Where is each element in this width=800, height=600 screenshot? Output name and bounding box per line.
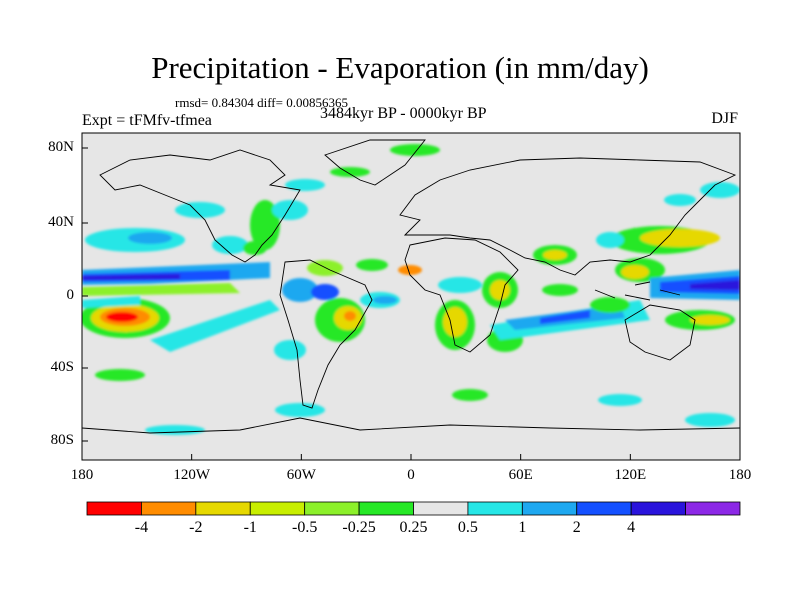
x-tick-label: 0	[407, 467, 415, 483]
colorbar-label: -0.5	[291, 519, 318, 536]
field-patch	[438, 277, 482, 293]
field-patch	[330, 167, 370, 177]
colorbar-label: -0.25	[342, 519, 376, 536]
colorbar-swatch	[304, 501, 360, 516]
y-tick-label: 0	[66, 287, 75, 303]
field-patch	[373, 296, 397, 304]
field-patch	[274, 340, 306, 360]
field-patch	[128, 232, 172, 244]
field-patch	[398, 265, 422, 275]
colorbar-swatch	[86, 501, 142, 516]
field-patch	[590, 297, 630, 313]
field-patch	[82, 283, 240, 296]
field-patch	[452, 389, 488, 401]
colorbar-swatch	[685, 501, 741, 516]
colorbar-swatch	[521, 501, 578, 516]
period-label: 3484kyr BP - 0000kyr BP	[320, 105, 487, 122]
colorbar-swatch	[413, 501, 469, 516]
colorbar-label: -1	[243, 519, 257, 536]
colorbar-swatch	[630, 501, 686, 516]
field-patch	[690, 315, 730, 325]
field-patch	[542, 284, 578, 296]
field-patch	[145, 425, 205, 435]
x-tick-label: 120E	[614, 467, 647, 483]
field-patch	[282, 278, 318, 302]
y-tick-label: 40N	[48, 214, 74, 230]
colorbar-label: 4	[627, 519, 636, 536]
field-patch	[95, 369, 145, 381]
map-area	[82, 133, 740, 460]
field-patch	[543, 250, 567, 260]
field-patch	[443, 307, 467, 337]
experiment-label: Expt = tFMfv-tfmea	[82, 112, 212, 129]
colorbar-label: 1	[518, 519, 527, 536]
axis-ticks	[81, 147, 741, 460]
field-patch	[621, 265, 649, 279]
colorbar-swatch	[358, 501, 414, 516]
coastline-australia	[624, 304, 696, 361]
x-tick-label: 180	[70, 467, 94, 483]
colorbar-swatch	[249, 501, 306, 516]
season-label: DJF	[711, 110, 738, 127]
field-patch	[356, 259, 388, 271]
field-patch	[390, 144, 440, 156]
field-patch	[540, 310, 590, 324]
coastline-africa	[404, 237, 519, 353]
field-patch	[275, 403, 325, 417]
colorbar-swatch	[141, 501, 197, 516]
colorbar-swatch	[576, 501, 632, 516]
colorbar-label: 0.25	[399, 519, 428, 536]
x-tick-label: 120W	[173, 467, 210, 483]
y-tick-label: 40S	[50, 359, 74, 375]
field-patch	[175, 202, 225, 218]
field-patch	[344, 311, 356, 321]
colorbar-swatch	[467, 501, 523, 516]
field-patch	[272, 200, 308, 220]
field-patch	[150, 300, 280, 352]
field-patch	[82, 274, 180, 280]
field-patch	[106, 312, 138, 322]
field-patch	[700, 182, 740, 198]
y-tick-label: 80N	[48, 139, 74, 155]
coastline-eurasia	[399, 157, 737, 276]
colorbar-label: -4	[134, 519, 149, 536]
coastline-north-america	[99, 149, 301, 263]
field-patch	[311, 284, 339, 300]
colorbar-label: 2	[572, 519, 581, 536]
map-background	[82, 133, 740, 460]
coastline-antarctica	[82, 417, 740, 434]
field-patch	[250, 200, 280, 250]
coastline-islands	[594, 281, 681, 301]
pe-field	[82, 144, 740, 435]
coastlines	[82, 139, 740, 434]
coastline-greenland	[324, 139, 426, 186]
colorbar	[86, 501, 741, 516]
field-patch	[640, 229, 720, 247]
field-patch	[690, 280, 740, 290]
colorbar-label: -2	[189, 519, 203, 536]
field-patch	[285, 179, 325, 191]
x-tick-label: 60W	[286, 467, 316, 483]
coastline-south-america	[279, 259, 373, 409]
y-tick-label: 80S	[50, 432, 74, 448]
chart-title: Precipitation - Evaporation (in mm/day)	[151, 50, 649, 85]
stats-text: rmsd= 0.84304 diff= 0.00856365	[175, 95, 348, 110]
field-patch	[598, 394, 642, 406]
colorbar-swatch	[195, 501, 251, 516]
field-patch	[212, 236, 248, 254]
x-tick-label: 60E	[508, 467, 533, 483]
x-tick-label: 180	[728, 467, 752, 483]
field-patch	[664, 194, 696, 206]
field-patch	[685, 413, 735, 427]
field-patch	[82, 296, 140, 308]
field-patch	[596, 232, 624, 248]
colorbar-label: 0.5	[457, 519, 478, 536]
